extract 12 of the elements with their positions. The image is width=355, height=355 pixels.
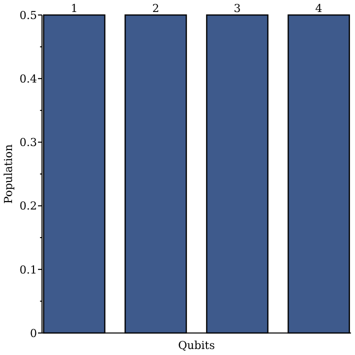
y-tick-label: 0.1 — [20, 263, 37, 276]
y-tick-label: 0.4 — [20, 72, 37, 86]
y-tick-label: 0.3 — [20, 136, 37, 150]
x-axis-title: Qubits — [178, 339, 216, 352]
x-tick-label: 1 — [70, 2, 78, 15]
y-tick-label: 0.2 — [20, 200, 37, 213]
x-tick-label: 2 — [152, 2, 160, 15]
y-tick-label: 0.5 — [20, 8, 37, 22]
y-tick-label: 0 — [30, 326, 37, 340]
x-tick-label: 4 — [315, 2, 322, 15]
y-axis-title: Population — [2, 144, 15, 204]
x-tick-label: 3 — [234, 2, 241, 15]
